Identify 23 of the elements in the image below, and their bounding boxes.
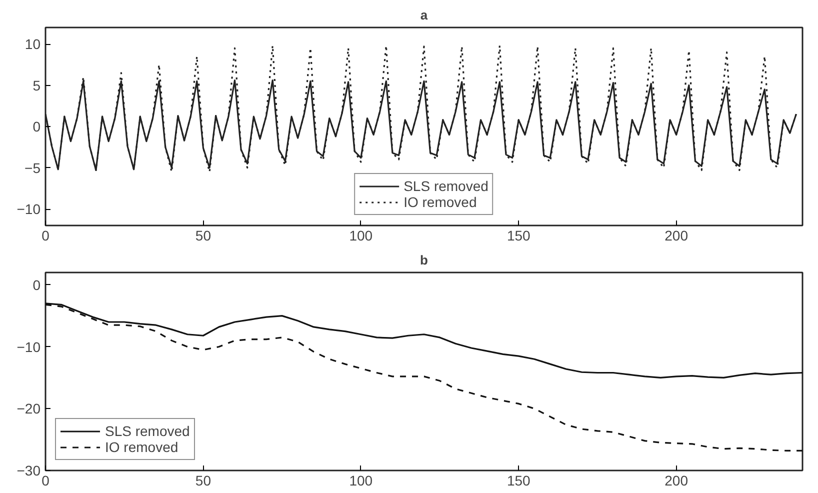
y-tick-label: −5 — [24, 160, 41, 176]
y-tick-label: −10 — [16, 338, 41, 355]
x-tick-label: 200 — [664, 472, 688, 488]
legend-label: SLS removed — [404, 178, 488, 194]
x-tick-label: 50 — [195, 228, 212, 244]
chart-title: b — [420, 252, 428, 268]
y-tick-label: −20 — [16, 400, 41, 417]
y-tick-label: −30 — [16, 462, 41, 478]
y-tick-label: −10 — [16, 201, 41, 217]
x-tick-label: 150 — [506, 472, 531, 488]
y-tick-label: 5 — [32, 77, 41, 94]
chart-title: a — [420, 8, 428, 22]
legend-label: IO removed — [404, 194, 477, 210]
x-tick-label: 200 — [664, 228, 688, 244]
x-tick-label: 50 — [195, 472, 212, 488]
x-tick-label: 150 — [506, 228, 531, 244]
x-tick-label: 100 — [349, 228, 373, 244]
x-tick-label: 100 — [349, 472, 373, 488]
y-tick-label: 10 — [24, 36, 41, 52]
legend-label: SLS removed — [105, 423, 190, 439]
y-tick-label: 0 — [32, 118, 41, 134]
legend-label: IO removed — [105, 439, 178, 455]
y-tick-label: 0 — [32, 276, 41, 293]
